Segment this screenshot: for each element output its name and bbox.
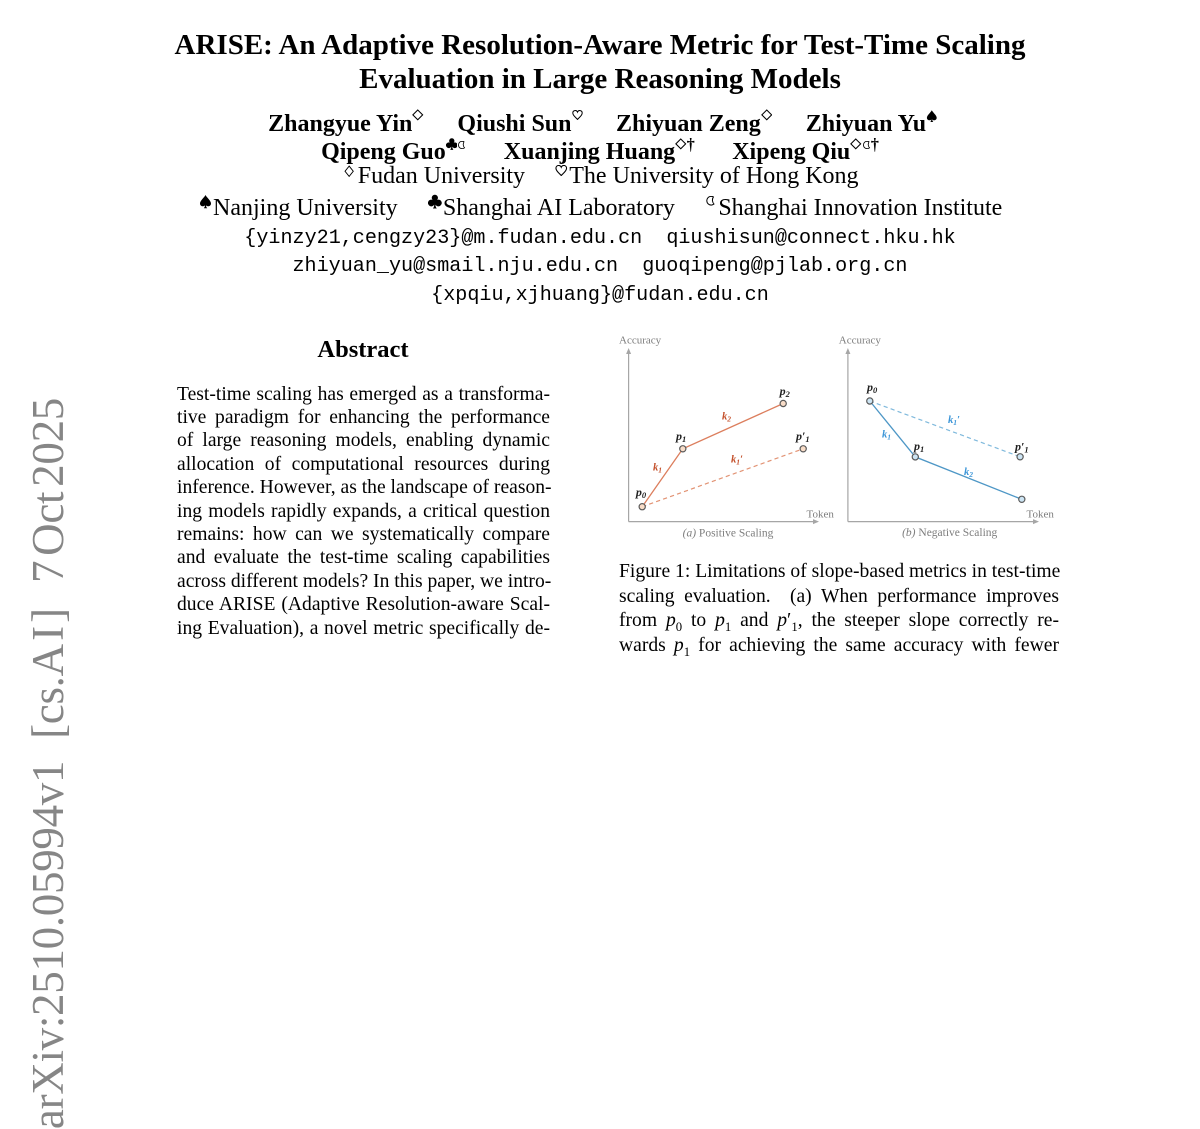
svg-text:(b) Negative Scaling: (b) Negative Scaling — [902, 527, 997, 539]
svg-text:k1: k1 — [882, 430, 891, 442]
svg-text:p1: p1 — [913, 439, 924, 454]
svg-text:k2: k2 — [964, 467, 973, 479]
svg-text:p′1: p′1 — [795, 429, 810, 444]
svg-text:p2: p2 — [779, 384, 791, 399]
svg-text:k1′: k1′ — [948, 415, 960, 427]
svg-text:Accuracy: Accuracy — [619, 335, 662, 347]
svg-text:Token: Token — [807, 509, 835, 521]
svg-text:(a) Positive Scaling: (a) Positive Scaling — [683, 528, 774, 540]
svg-text:k1′: k1′ — [731, 455, 743, 467]
svg-text:p0: p0 — [635, 485, 647, 500]
svg-text:p0: p0 — [866, 380, 878, 395]
svg-text:k1: k1 — [653, 463, 662, 475]
svg-text:p1: p1 — [675, 429, 686, 444]
svg-text:Token: Token — [1027, 509, 1055, 521]
svg-text:p′1: p′1 — [1014, 440, 1029, 455]
svg-text:k2: k2 — [722, 412, 731, 424]
svg-text:Accuracy: Accuracy — [839, 335, 882, 347]
